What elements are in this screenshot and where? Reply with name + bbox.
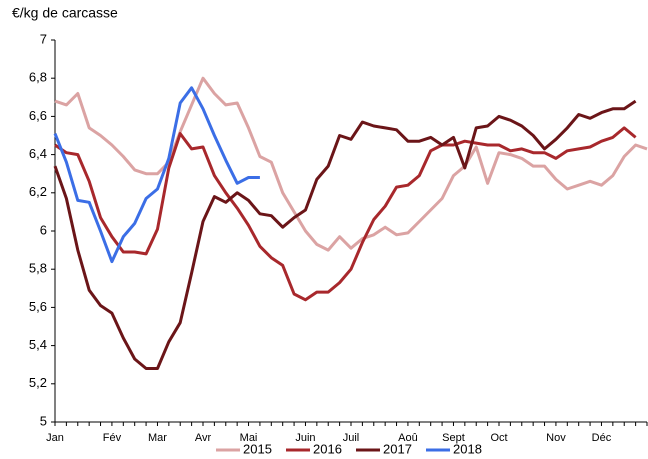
line-series — [53, 99, 637, 370]
y-axis-label: €/kg de carcasse — [12, 5, 118, 21]
legend-label: 2015 — [243, 441, 272, 456]
y-tick-label: 5,8 — [29, 261, 47, 276]
legend-label: 2018 — [453, 441, 482, 456]
line-series — [53, 86, 260, 264]
legend-label: 2016 — [313, 441, 342, 456]
y-tick-label: 6,6 — [29, 108, 47, 123]
y-tick-label: 6 — [40, 222, 47, 237]
y-tick-label: 6,2 — [29, 184, 47, 199]
x-tick-label: Mai — [240, 432, 258, 444]
legend-label: 2017 — [383, 441, 412, 456]
y-tick-label: 5 — [40, 413, 47, 428]
y-tick-label: 6,8 — [29, 70, 47, 85]
x-tick-label: Aoû — [398, 432, 418, 444]
line-series — [54, 126, 637, 302]
x-tick-label: Fév — [103, 432, 122, 444]
y-tick-label: 5,2 — [29, 375, 47, 390]
x-tick-label: Jan — [46, 432, 64, 444]
x-tick-label: Mar — [148, 432, 167, 444]
x-tick-label: Sept — [442, 432, 465, 444]
y-tick-label: 6,4 — [29, 146, 47, 161]
y-tick-label: 7 — [40, 31, 47, 46]
y-tick-label: 5,4 — [29, 337, 47, 352]
x-tick-label: Juin — [295, 432, 315, 444]
line-series — [54, 76, 648, 252]
x-tick-label: Oct — [490, 432, 507, 444]
y-tick-label: 5,6 — [29, 299, 47, 314]
x-tick-label: Juil — [343, 432, 360, 444]
x-tick-label: Déc — [592, 432, 612, 444]
x-tick-label: Avr — [195, 432, 212, 444]
x-tick-label: Nov — [546, 432, 566, 444]
